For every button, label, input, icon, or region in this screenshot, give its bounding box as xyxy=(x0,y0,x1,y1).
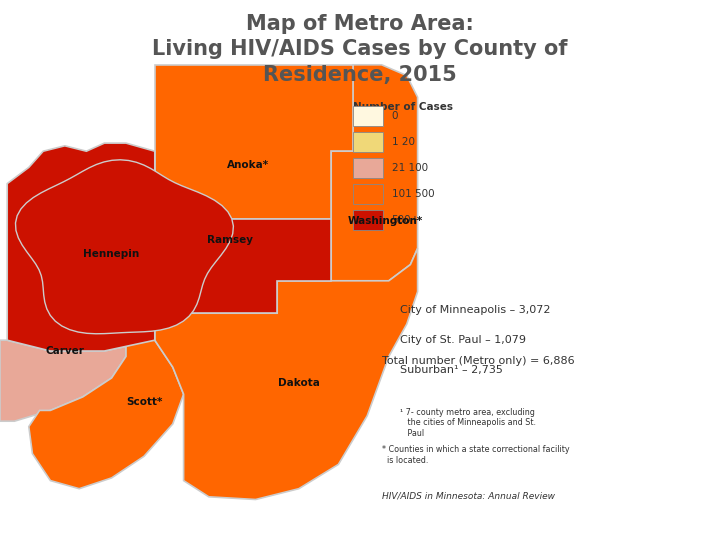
Text: 101 500: 101 500 xyxy=(392,189,434,199)
Bar xyxy=(353,184,383,204)
Text: HIV/AIDS in Minnesota: Annual Review: HIV/AIDS in Minnesota: Annual Review xyxy=(382,491,554,501)
Text: Dakota: Dakota xyxy=(278,379,320,388)
Text: ¹ 7- county metro area, excluding
   the cities of Minneapolis and St.
   Paul: ¹ 7- county metro area, excluding the ci… xyxy=(400,408,536,437)
Text: Scott*: Scott* xyxy=(126,397,162,407)
Text: Map of Metro Area:
Living HIV/AIDS Cases by County of
Residence, 2015: Map of Metro Area: Living HIV/AIDS Cases… xyxy=(152,14,568,85)
Bar xyxy=(353,158,383,178)
Bar xyxy=(353,106,383,126)
Text: Anoka*: Anoka* xyxy=(228,160,269,170)
Text: 1 20: 1 20 xyxy=(392,137,415,147)
Text: Number of Cases: Number of Cases xyxy=(353,102,453,112)
Bar xyxy=(353,132,383,152)
Text: Ramsey: Ramsey xyxy=(207,235,253,245)
Text: Suburban¹ – 2,735: Suburban¹ – 2,735 xyxy=(400,364,503,375)
Polygon shape xyxy=(331,65,418,281)
Polygon shape xyxy=(7,143,155,351)
Text: Total number (Metro only) = 6,886: Total number (Metro only) = 6,886 xyxy=(382,356,575,367)
Text: Hennepin: Hennepin xyxy=(84,249,140,259)
Polygon shape xyxy=(155,248,418,500)
Text: Washington*: Washington* xyxy=(348,217,423,226)
Text: City of St. Paul – 1,079: City of St. Paul – 1,079 xyxy=(400,335,526,345)
Text: 0: 0 xyxy=(392,111,398,121)
Polygon shape xyxy=(16,160,233,334)
Polygon shape xyxy=(126,219,331,313)
Polygon shape xyxy=(29,313,184,489)
Text: Carver: Carver xyxy=(45,346,84,356)
Text: 21 100: 21 100 xyxy=(392,163,428,173)
Bar xyxy=(353,210,383,230)
Text: * Counties in which a state correctional facility
  is located.: * Counties in which a state correctional… xyxy=(382,446,570,465)
Polygon shape xyxy=(155,65,353,219)
Text: 500+: 500+ xyxy=(392,215,420,225)
Polygon shape xyxy=(0,313,155,421)
Text: City of Minneapolis – 3,072: City of Minneapolis – 3,072 xyxy=(400,305,550,315)
